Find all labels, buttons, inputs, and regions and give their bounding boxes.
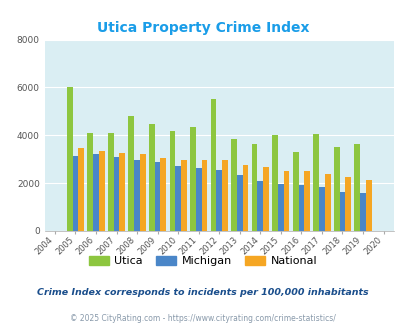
Bar <box>242 165 248 231</box>
Bar <box>67 87 72 231</box>
Bar <box>257 181 262 231</box>
Bar <box>345 177 350 231</box>
Bar <box>128 116 134 231</box>
Bar <box>237 176 242 231</box>
Bar <box>262 167 268 231</box>
Bar <box>313 134 318 231</box>
Bar <box>190 127 195 231</box>
Bar <box>272 135 277 231</box>
Bar <box>108 133 113 231</box>
Bar <box>119 152 125 231</box>
Bar <box>154 162 160 231</box>
Bar <box>181 160 186 231</box>
Text: © 2025 CityRating.com - https://www.cityrating.com/crime-statistics/: © 2025 CityRating.com - https://www.city… <box>70 314 335 323</box>
Bar <box>292 152 298 231</box>
Bar <box>251 145 257 231</box>
Bar <box>277 184 283 231</box>
Bar <box>113 157 119 231</box>
Bar <box>78 148 84 231</box>
Bar <box>175 166 181 231</box>
Bar <box>339 191 345 231</box>
Bar <box>169 131 175 231</box>
Bar <box>72 156 78 231</box>
Bar <box>195 168 201 231</box>
Text: Crime Index corresponds to incidents per 100,000 inhabitants: Crime Index corresponds to incidents per… <box>37 287 368 297</box>
Bar <box>160 158 166 231</box>
Bar <box>201 160 207 231</box>
Bar <box>365 180 371 231</box>
Text: Utica Property Crime Index: Utica Property Crime Index <box>96 21 309 35</box>
Bar <box>230 139 237 231</box>
Bar <box>149 124 154 231</box>
Legend: Utica, Michigan, National: Utica, Michigan, National <box>84 251 321 271</box>
Bar <box>99 150 104 231</box>
Bar <box>87 133 93 231</box>
Bar <box>354 145 359 231</box>
Bar <box>318 187 324 231</box>
Bar <box>283 171 289 231</box>
Bar <box>222 160 227 231</box>
Bar <box>303 171 309 231</box>
Bar <box>134 160 140 231</box>
Bar <box>298 184 303 231</box>
Bar <box>333 147 339 231</box>
Bar <box>216 171 222 231</box>
Bar <box>359 193 365 231</box>
Bar <box>324 174 330 231</box>
Bar <box>210 99 216 231</box>
Bar <box>140 154 145 231</box>
Bar <box>93 154 99 231</box>
